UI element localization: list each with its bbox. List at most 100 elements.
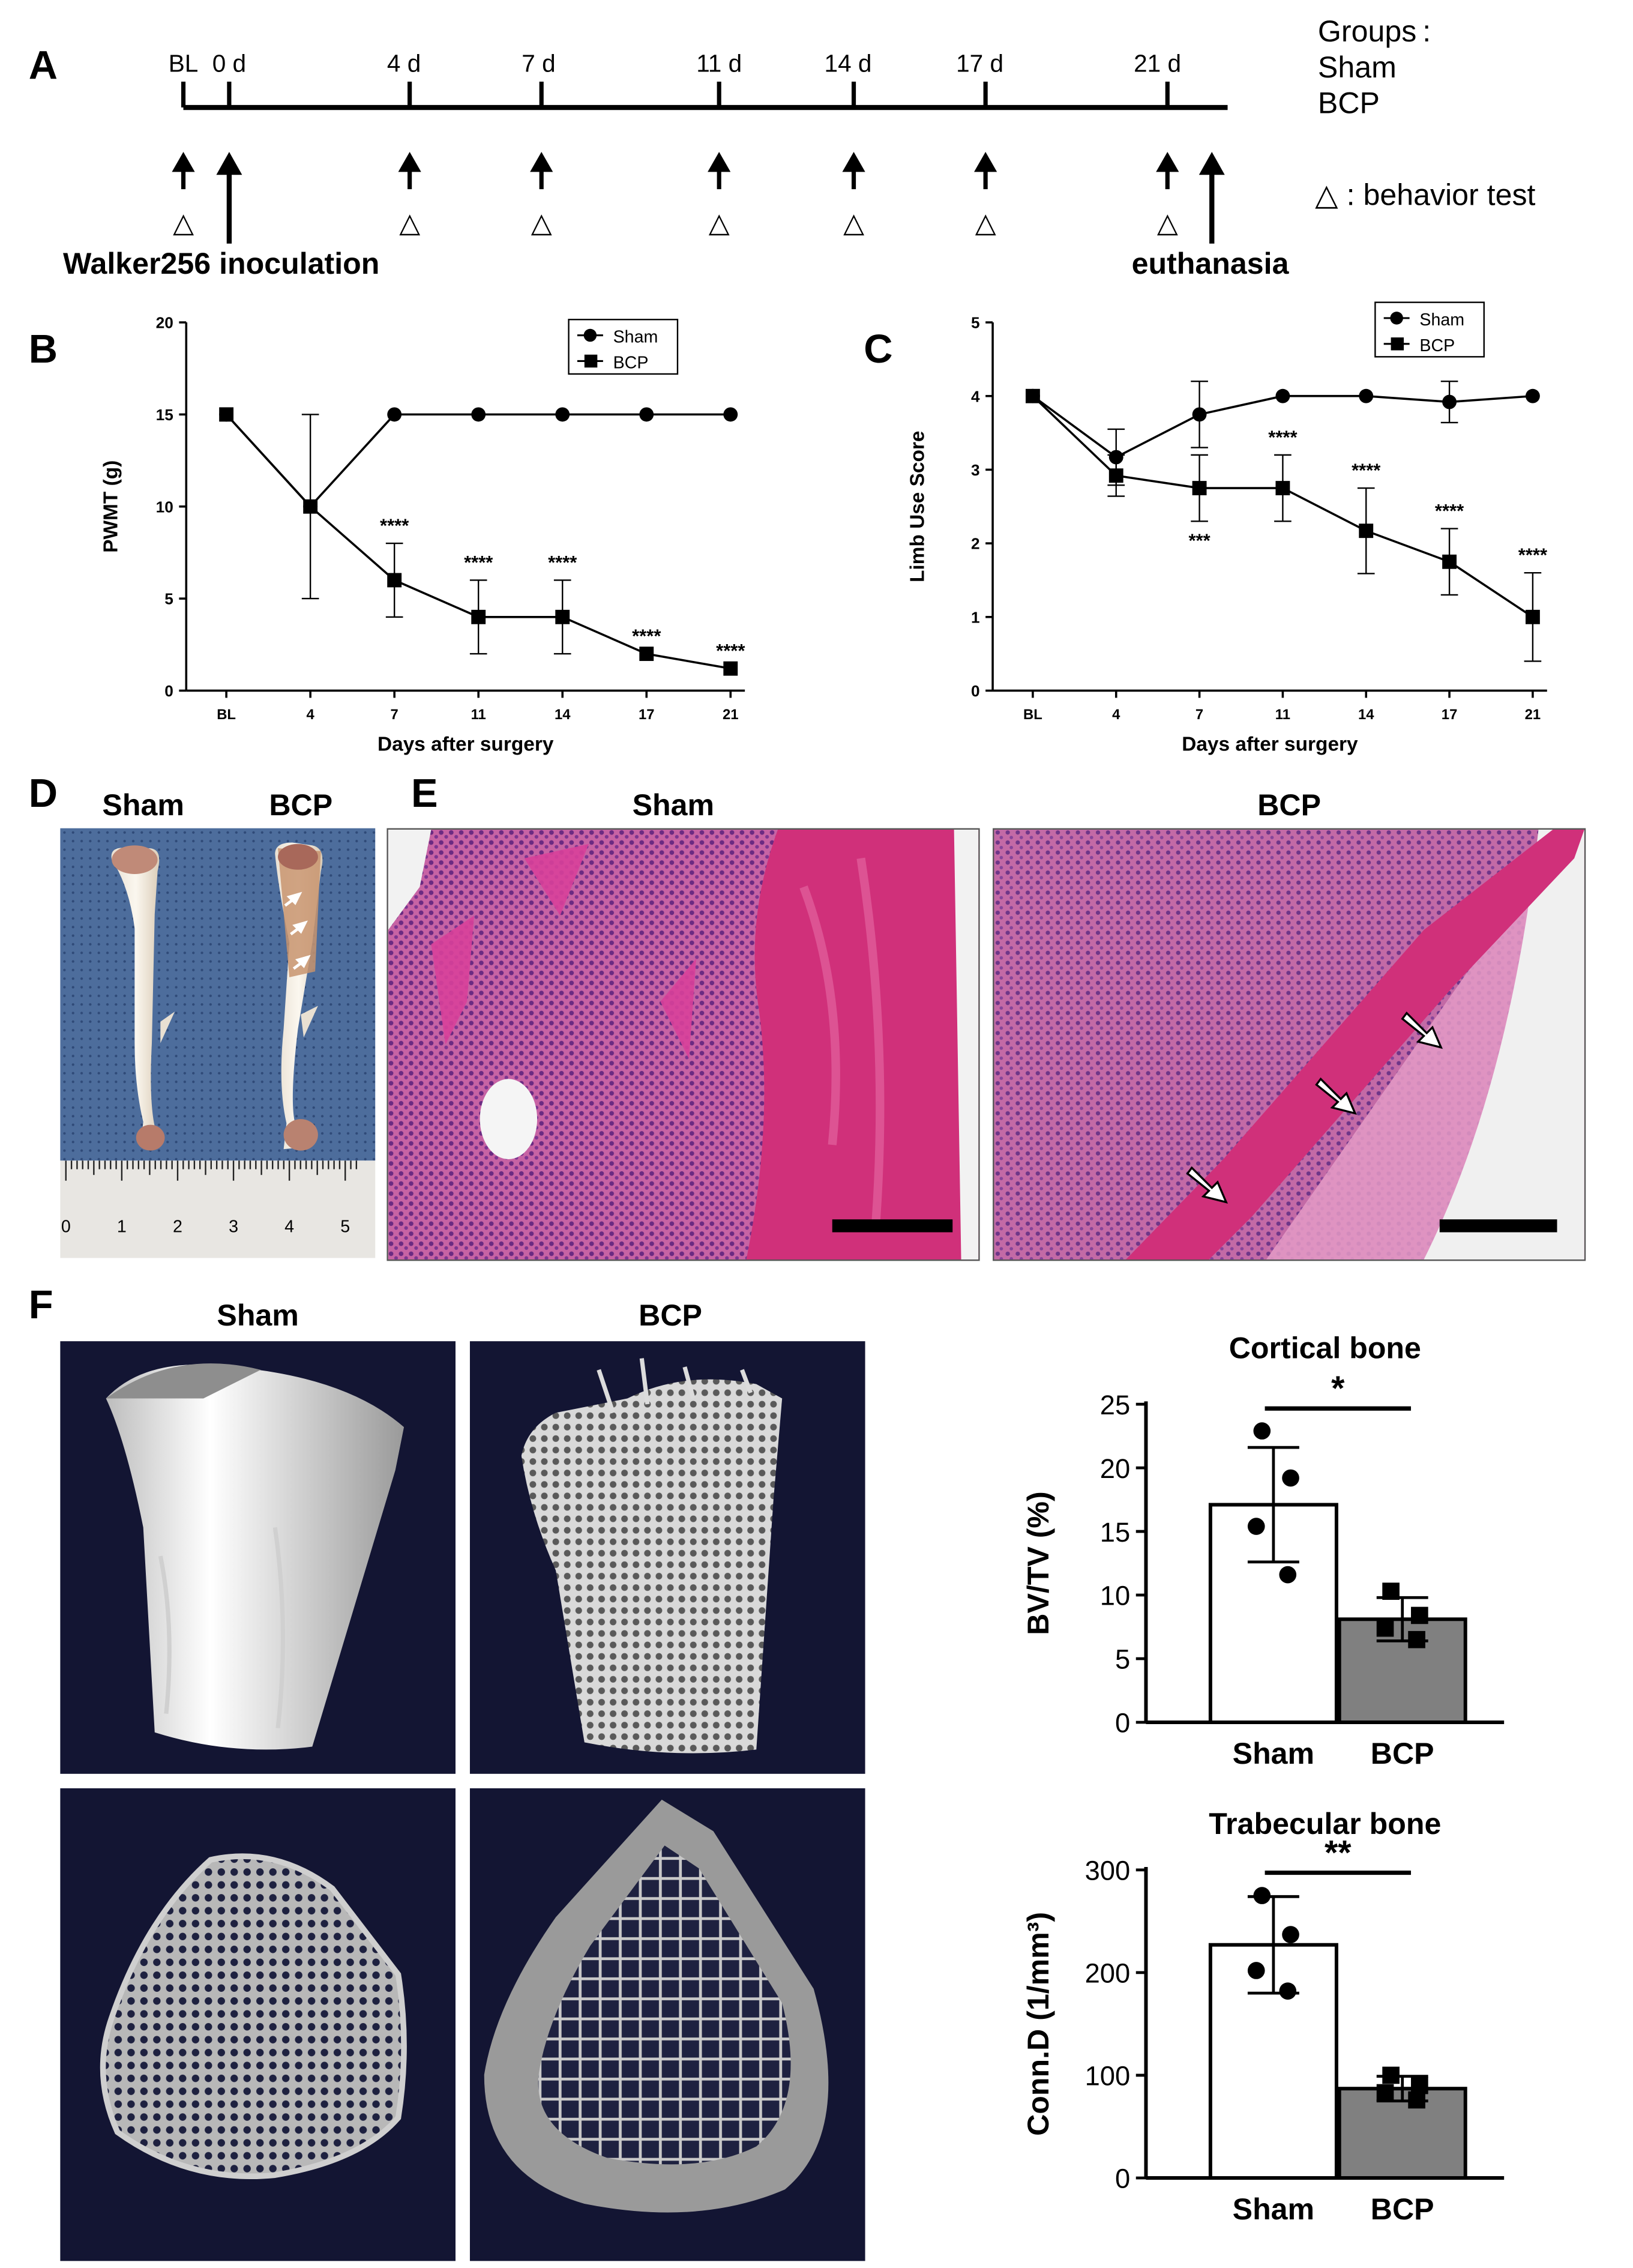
point-bcp — [723, 661, 738, 676]
panel-label-e: E — [411, 771, 438, 816]
microct-header-sham: Sham — [217, 1299, 299, 1333]
point-bcp — [1525, 609, 1540, 624]
data-point-bcp — [1411, 2076, 1428, 2095]
x-tick-label: BL — [1023, 707, 1042, 723]
chart-title: Cortical bone — [1229, 1332, 1421, 1365]
timeline-label: 21 d — [1134, 49, 1181, 77]
y-tick-label: 5 — [971, 314, 980, 332]
y-tick-label: 15 — [1100, 1517, 1130, 1548]
ruler-number: 3 — [229, 1217, 238, 1237]
eroded-cortex — [1126, 829, 1584, 1260]
microct-3d-bcp — [469, 1341, 865, 1774]
lesion-arrows — [284, 891, 311, 970]
x-tick-label: Sham — [1233, 1737, 1314, 1770]
y-tick-label: 2 — [971, 535, 980, 553]
timeline-label: 0 d — [212, 49, 246, 77]
ruler-number: 5 — [340, 1217, 350, 1237]
y-tick-label: 10 — [1100, 1581, 1130, 1611]
timeline-label: 4 d — [387, 49, 421, 77]
inoculation-label: Walker256 inoculation — [63, 247, 380, 281]
cortical-bone-sham — [746, 829, 979, 1260]
point-sham — [387, 407, 402, 422]
timeline-label: BL — [169, 49, 199, 77]
y-axis-label: PWMT (g) — [100, 460, 122, 553]
groups-legend-sham: Sham — [1317, 51, 1397, 85]
panel-label-f: F — [28, 1282, 53, 1327]
ruler-number: 0 — [61, 1217, 71, 1237]
groups-legend-bcp: BCP — [1317, 87, 1380, 121]
x-axis-label: Days after surgery — [1182, 734, 1358, 756]
x-tick-label: 14 — [1358, 707, 1374, 723]
significance-mark: *** — [1188, 530, 1210, 551]
behavior-test-legend: △ : behavior test — [1315, 179, 1536, 213]
behavior-arrow-head — [398, 152, 421, 172]
timeline-label: 7 d — [522, 49, 555, 77]
behavior-triangle: △ — [1157, 208, 1178, 238]
ruler-number: 2 — [173, 1217, 182, 1237]
x-tick-label: 11 — [471, 707, 486, 723]
behavior-arrow-head — [530, 152, 553, 172]
y-tick-label: 25 — [1100, 1390, 1130, 1420]
y-tick-label: 1 — [971, 608, 980, 626]
inoculation-arrow-head — [216, 152, 242, 175]
y-tick-label: 0 — [971, 682, 980, 700]
significance-mark: **** — [1268, 427, 1298, 448]
panel-label-d: D — [28, 771, 58, 816]
x-tick-label: 14 — [555, 707, 571, 723]
microct-section-bcp — [469, 1788, 865, 2261]
y-tick-label: 3 — [971, 461, 980, 479]
pwmt-line-chart: 0 5 10 15 20 BL 4 7 11 14 17 21 Days after surgery PW… — [100, 314, 746, 756]
legend-label-bcp: BCP — [613, 353, 649, 372]
behavior-triangle: △ — [399, 208, 420, 238]
significance-mark: **** — [1435, 500, 1464, 521]
significance-mark: **** — [1518, 544, 1548, 565]
point-sham — [1359, 388, 1374, 403]
y-tick-label: 0 — [1115, 1708, 1130, 1739]
point-sham — [1192, 407, 1207, 422]
y-tick-label: 200 — [1085, 1958, 1131, 1989]
behavior-triangle: △ — [975, 208, 996, 238]
y-axis-label: BV/TV (%) — [1021, 1491, 1055, 1635]
point-sham — [555, 407, 570, 422]
data-point-sham — [1247, 1962, 1265, 1979]
chart-title: Trabecular bone — [1209, 1807, 1441, 1841]
significance-mark: **** — [1352, 460, 1381, 481]
data-point-bcp — [1411, 1606, 1428, 1624]
microct-header-bcp: BCP — [639, 1299, 702, 1333]
point-bcp — [1442, 554, 1457, 569]
behavior-arrow-head — [172, 152, 195, 172]
y-tick-label: 20 — [156, 314, 173, 332]
histology-header-bcp: BCP — [1257, 789, 1322, 823]
photo-header-bcp: BCP — [269, 789, 333, 823]
x-tick-label: BCP — [1371, 1737, 1434, 1770]
point-bcp — [555, 609, 570, 624]
point-bcp — [1025, 388, 1040, 403]
limb-use-line-chart: 0 1 2 3 4 5 BL 4 7 11 14 17 21 Days after surgery Limb… — [907, 301, 1548, 756]
x-tick-label: 21 — [723, 707, 739, 723]
significance-mark: **** — [464, 552, 493, 573]
legend-label-sham: Sham — [1419, 310, 1464, 330]
euthanasia-label: euthanasia — [1131, 247, 1289, 281]
behavior-arrow-head — [708, 152, 731, 172]
x-tick-label: Sham — [1233, 2192, 1314, 2226]
data-point-sham — [1282, 1926, 1299, 1943]
vessel-lumen — [480, 1079, 538, 1159]
trabecular-bone-bar-chart: Trabecular bone 0 100 200 300 Conn.D (1/mm³) S… — [1021, 1807, 1505, 2226]
timeline-label: 11 d — [696, 49, 742, 77]
point-bcp — [639, 647, 654, 662]
point-bcp — [1275, 481, 1290, 496]
significance-mark: **** — [632, 626, 661, 647]
point-bcp — [219, 407, 234, 422]
ruler-number: 1 — [117, 1217, 127, 1237]
he-stain-sham — [386, 828, 980, 1261]
y-tick-label: 0 — [1115, 2164, 1130, 2194]
point-bcp — [387, 573, 402, 588]
data-point-bcp — [1408, 2091, 1425, 2109]
significance-mark: * — [1331, 1369, 1345, 1408]
photo-header-sham: Sham — [102, 789, 184, 823]
sham-bone — [111, 848, 161, 1147]
point-sham — [1525, 388, 1540, 403]
series-line-sham — [225, 413, 731, 508]
euthanasia-arrow-head — [1198, 152, 1225, 175]
x-tick-label: BL — [217, 707, 236, 723]
